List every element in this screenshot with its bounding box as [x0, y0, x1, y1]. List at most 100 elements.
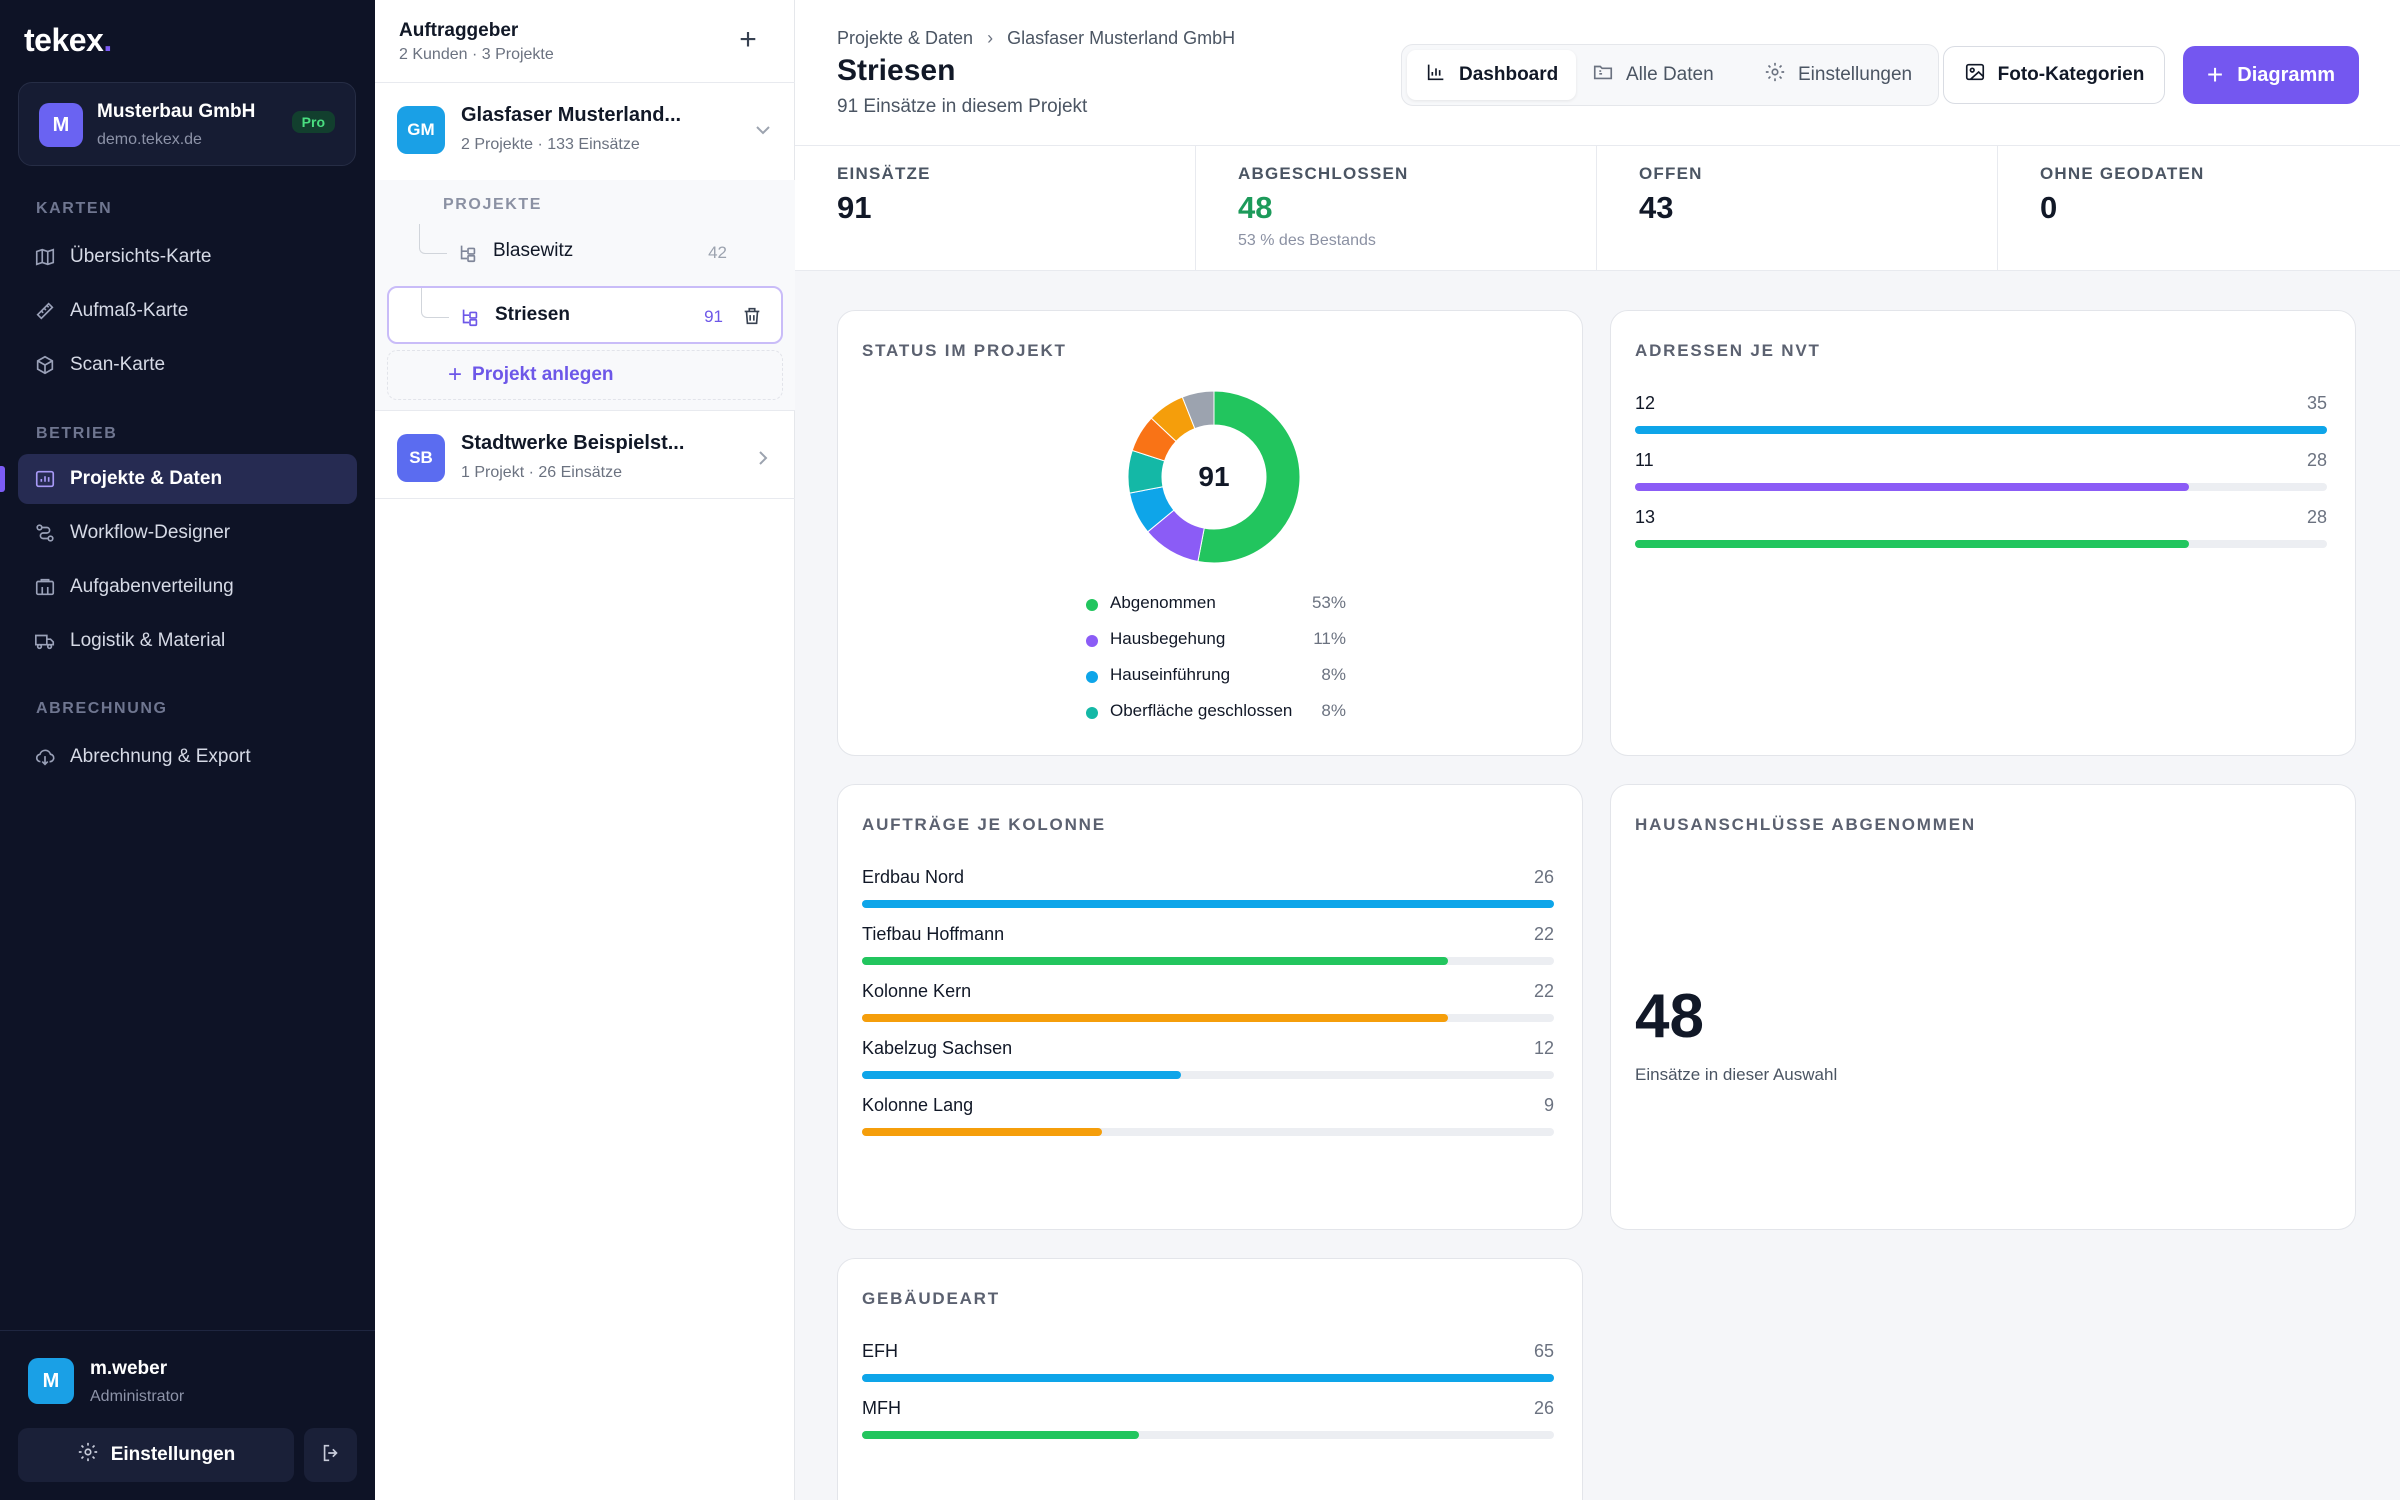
bar-row: 13 28	[1635, 507, 2327, 557]
nav-item-logistik-material[interactable]: Logistik & Material	[18, 616, 357, 666]
bar-label: MFH	[862, 1398, 901, 1418]
legend-dot	[1086, 671, 1098, 683]
nav-item-workflow-designer[interactable]: Workflow-Designer	[18, 508, 357, 558]
hausanschluss-card[interactable]: HAUSANSCHLÜSSE ABGENOMMEN 48 Einsätze in…	[1610, 784, 2356, 1230]
add-project-button[interactable]: + Projekt anlegen	[387, 350, 783, 400]
kpi-einsaetze: EINSÄTZE 91	[795, 146, 1196, 271]
nav-item-uebersichts-karte[interactable]: Übersichts-Karte	[18, 232, 357, 282]
trash-icon[interactable]	[741, 305, 763, 327]
nav-item-label: Aufgabenverteilung	[70, 576, 234, 597]
chevron-right-icon[interactable]	[751, 446, 775, 470]
clients-title: Auftraggeber	[399, 20, 519, 41]
bar-value: 9	[1543, 1095, 1554, 1115]
foto-kategorien-button[interactable]: Foto-Kategorien	[1943, 46, 2165, 104]
bar-fill	[862, 900, 1554, 908]
client-row-stadtwerke[interactable]: SB Stadtwerke Beispielst... 1 Projekt · …	[375, 410, 795, 508]
bar-track	[862, 1014, 1554, 1022]
bar-row: EFH 65	[862, 1341, 1554, 1391]
nav-item-label: Abrechnung & Export	[70, 746, 251, 767]
bar-chart-icon	[1425, 61, 1447, 89]
legend-pct: 8%	[1321, 701, 1346, 720]
client-meta: 2 Projekte · 133 Einsätze	[461, 136, 640, 153]
legend-item: Hausbegehung 11%	[1086, 627, 1346, 663]
client-row-glasfaser[interactable]: GM Glasfaser Musterland... 2 Projekte · …	[375, 82, 795, 180]
plan-badge: Pro	[291, 111, 335, 133]
page-title: Striesen	[837, 54, 956, 87]
nav-item-projekte-daten[interactable]: Projekte & Daten	[18, 454, 357, 504]
bar-track	[862, 1128, 1554, 1136]
clients-divider	[375, 82, 795, 83]
kpi-ohne-geodaten: OHNE GEODATEN 0	[1998, 146, 2400, 271]
bar-row: 12 35	[1635, 393, 2327, 443]
logout-button[interactable]	[304, 1428, 357, 1482]
settings-label: Einstellungen	[110, 1444, 236, 1465]
nav-item-label: Logistik & Material	[70, 630, 226, 651]
client-name: Stadtwerke Beispielst...	[461, 432, 685, 454]
page-subtitle: 91 Einsätze in diesem Projekt	[837, 96, 1088, 117]
tab-einstellungen[interactable]: Einstellungen	[1746, 50, 1930, 100]
add-client-button[interactable]: +	[732, 23, 764, 56]
gebaeude-card[interactable]: GEBÄUDEART EFH 65 MFH 26	[837, 1258, 1583, 1500]
bar-track	[862, 900, 1554, 908]
bar-label: EFH	[862, 1341, 898, 1361]
kolonne-card[interactable]: AUFTRÄGE JE KOLONNE Erdbau Nord 26 Tiefbau…	[837, 784, 1583, 1230]
tab-alle-daten[interactable]: Alle Daten	[1574, 50, 1732, 100]
add-diagram-button[interactable]: + Diagramm	[2183, 46, 2359, 104]
app-logo[interactable]: tekex.	[24, 22, 112, 58]
tree-connector	[419, 224, 447, 254]
user-avatar[interactable]: M	[28, 1358, 74, 1404]
donut-slice	[1197, 390, 1301, 564]
bar-track	[862, 1071, 1554, 1079]
nav-item-aufmass-karte[interactable]: Aufmaß-Karte	[18, 286, 357, 336]
project-count: 42	[708, 243, 727, 262]
chevron-down-icon[interactable]	[751, 118, 775, 142]
kpi-label: OFFEN	[1639, 164, 1703, 183]
bar-row: 11 28	[1635, 450, 2327, 500]
settings-button[interactable]: Einstellungen	[18, 1428, 294, 1482]
ruler-icon	[34, 300, 56, 322]
clients-divider	[375, 498, 795, 499]
page-header: Projekte & Daten › Glasfaser Musterland …	[795, 0, 2400, 146]
bar-row: Kolonne Lang 9	[862, 1095, 1554, 1145]
bar-track	[1635, 540, 2327, 548]
bar-fill	[862, 1431, 1139, 1439]
legend-dot	[1086, 707, 1098, 719]
project-count: 91	[704, 307, 723, 326]
breadcrumb-item-client[interactable]: Glasfaser Musterland GmbH	[1007, 28, 1236, 48]
nav-item-abrechnung-export[interactable]: Abrechnung & Export	[18, 732, 357, 782]
donut-slice	[1181, 390, 1215, 430]
bar-fill	[1635, 483, 2189, 491]
plus-icon: +	[2206, 59, 2224, 90]
bar-label: 13	[1635, 507, 1656, 527]
legend-dot	[1086, 599, 1098, 611]
card-title: STATUS IM PROJEKT	[862, 341, 1067, 360]
map-icon	[34, 246, 56, 268]
breadcrumb-item-projekte[interactable]: Projekte & Daten	[837, 28, 974, 48]
project-item-blasewitz[interactable]: Blasewitz 42	[387, 224, 783, 282]
main-sidebar: tekex. M Musterbau GmbH demo.tekex.de Pr…	[0, 0, 375, 1500]
tab-dashboard[interactable]: Dashboard	[1407, 50, 1577, 100]
bar-label: Erdbau Nord	[862, 867, 965, 887]
user-name: m.weber	[90, 1358, 168, 1379]
legend-pct: 53%	[1311, 593, 1346, 612]
legend-item: Hauseinführung 8%	[1086, 663, 1346, 699]
clients-subtitle: 2 Kunden · 3 Projekte	[399, 46, 554, 63]
bar-fill	[862, 957, 1448, 965]
nav-item-scan-karte[interactable]: Scan-Karte	[18, 340, 357, 390]
bar-fill	[862, 1071, 1182, 1079]
add-project-label: Projekt anlegen	[472, 364, 614, 385]
bar-value: 26	[1533, 1398, 1554, 1418]
bar-row: MFH 26	[862, 1398, 1554, 1448]
project-item-striesen[interactable]: Striesen 91	[387, 286, 783, 344]
organization-switcher[interactable]: M Musterbau GmbH demo.tekex.de Pro	[18, 82, 356, 166]
active-nav-marker	[0, 466, 5, 492]
bar-fill	[1635, 426, 2327, 434]
kpi-value: 48	[1238, 190, 1273, 225]
nav-item-label: Aufmaß-Karte	[70, 300, 189, 321]
nvt-card[interactable]: ADRESSEN JE NVT 12 35 11 28 13 28	[1610, 310, 2356, 756]
nav-item-aufgabenverteilung[interactable]: Aufgabenverteilung	[18, 562, 357, 612]
bar-track	[1635, 483, 2327, 491]
status-card[interactable]: STATUS IM PROJEKT 91 Abgenommen 53% Haus…	[837, 310, 1583, 756]
chart-icon	[34, 468, 56, 490]
legend-label: Hauseinführung	[1110, 665, 1231, 684]
